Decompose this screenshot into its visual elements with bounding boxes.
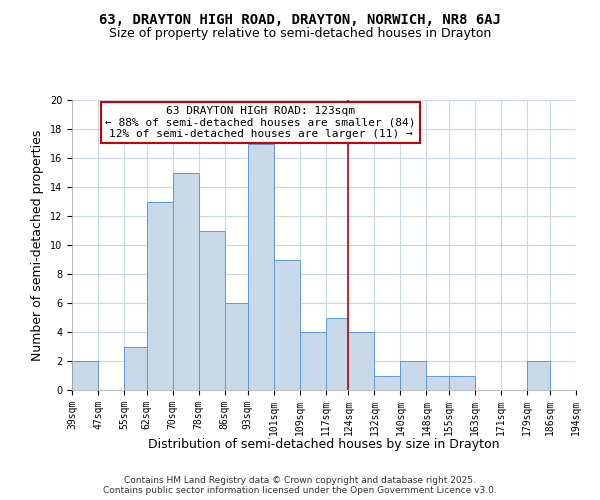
Bar	[147, 202, 173, 390]
Bar	[225, 303, 248, 390]
Text: Size of property relative to semi-detached houses in Drayton: Size of property relative to semi-detach…	[109, 28, 491, 40]
Bar	[248, 144, 274, 390]
X-axis label: Distribution of semi-detached houses by size in Drayton: Distribution of semi-detached houses by …	[148, 438, 500, 451]
Text: Contains HM Land Registry data © Crown copyright and database right 2025.
Contai: Contains HM Land Registry data © Crown c…	[103, 476, 497, 495]
Text: 63, DRAYTON HIGH ROAD, DRAYTON, NORWICH, NR8 6AJ: 63, DRAYTON HIGH ROAD, DRAYTON, NORWICH,…	[99, 12, 501, 26]
Text: 63 DRAYTON HIGH ROAD: 123sqm
← 88% of semi-detached houses are smaller (84)
12% : 63 DRAYTON HIGH ROAD: 123sqm ← 88% of se…	[106, 106, 416, 139]
Bar	[527, 361, 550, 390]
Bar	[427, 376, 449, 390]
Bar	[374, 376, 400, 390]
Bar	[124, 346, 147, 390]
Y-axis label: Number of semi-detached properties: Number of semi-detached properties	[31, 130, 44, 360]
Bar	[72, 361, 98, 390]
Bar	[199, 230, 225, 390]
Bar	[349, 332, 374, 390]
Bar	[449, 376, 475, 390]
Bar	[274, 260, 299, 390]
Bar	[326, 318, 349, 390]
Bar	[299, 332, 326, 390]
Bar	[400, 361, 427, 390]
Bar	[173, 172, 199, 390]
